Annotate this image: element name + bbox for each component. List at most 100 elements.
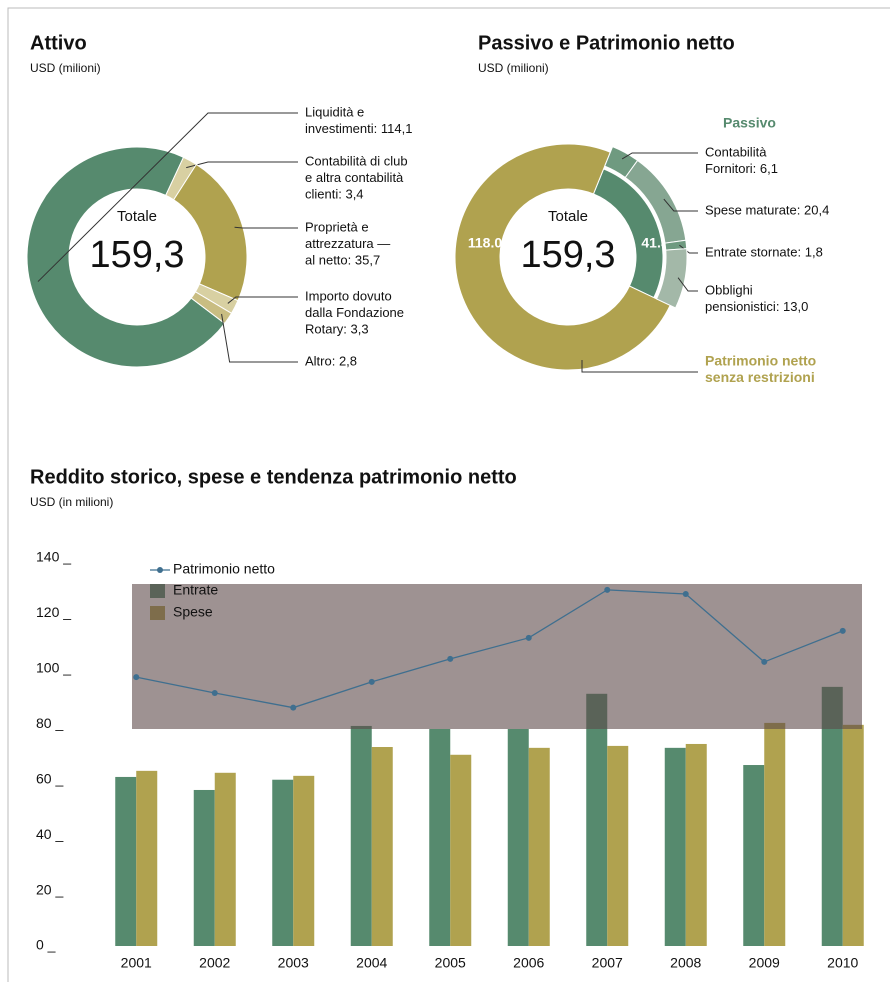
chart-title: Passivo e Patrimonio netto	[478, 32, 735, 54]
label-line: dalla Fondazione	[305, 305, 404, 320]
legend-label: Patrimonio netto	[173, 561, 275, 577]
label-line: Contabilità di club	[305, 153, 408, 168]
value-label: 118.0	[468, 235, 502, 251]
y-tick-label: 80 _	[36, 715, 63, 731]
bar	[821, 686, 843, 946]
label-line: Importo dovuto	[305, 288, 392, 303]
detail-segment	[655, 248, 688, 309]
chart-title: Attivo	[30, 32, 87, 54]
label-line: investimenti: 114,1	[305, 121, 412, 136]
label-line: Spese maturate: 20,4	[705, 202, 829, 217]
bar	[743, 765, 765, 946]
line-point	[290, 704, 297, 711]
x-tick-label: 2009	[749, 955, 780, 971]
leader-line	[234, 226, 298, 229]
legend-point	[157, 567, 163, 573]
center-label: Totale	[117, 208, 157, 225]
bar	[764, 722, 786, 946]
line-point	[761, 658, 768, 665]
y-tick-label: 60 _	[36, 770, 63, 786]
chart-title: Reddito storico, spese e tendenza patrim…	[30, 466, 517, 488]
bar	[842, 724, 864, 946]
value-label: 41.3	[641, 235, 668, 251]
bar	[350, 725, 372, 946]
label-line: Altro: 2,8	[305, 353, 357, 368]
bar	[607, 745, 629, 946]
line-point	[368, 678, 375, 685]
leader-line	[663, 198, 698, 212]
frame	[7, 7, 890, 982]
y-tick-label: 140 _	[36, 549, 71, 565]
bar	[586, 693, 608, 946]
label-line: Liquidità e	[305, 104, 364, 119]
bar	[507, 728, 529, 946]
label-line: Passivo	[723, 115, 776, 131]
label-line: Patrimonio netto	[705, 353, 816, 369]
x-tick-label: 2002	[199, 955, 230, 971]
label-line: pensionistici: 13,0	[705, 299, 808, 314]
bar	[272, 779, 294, 946]
donut-segment	[26, 146, 226, 368]
bar	[685, 743, 707, 946]
x-tick-label: 2004	[356, 955, 387, 971]
donut-segment	[454, 143, 671, 371]
y-tick-label: 100 _	[36, 660, 71, 676]
label-line: senza restrizioni	[705, 369, 815, 385]
label-line: Entrate stornate: 1,8	[705, 244, 823, 259]
legend-label: Spese	[173, 604, 213, 620]
label-line: Fornitori: 6,1	[705, 161, 778, 176]
chart-subtitle: USD (in milioni)	[30, 495, 113, 509]
legend-label: Entrate	[173, 582, 218, 598]
bar	[115, 776, 137, 946]
bar	[371, 747, 393, 946]
x-tick-label: 2006	[513, 955, 544, 971]
chart-subtitle: USD (milioni)	[478, 61, 549, 75]
line-point	[447, 655, 454, 662]
label-line: Rotary: 3,3	[305, 321, 369, 336]
leader-line	[37, 112, 298, 282]
x-tick-label: 2010	[827, 955, 858, 971]
line	[136, 589, 843, 709]
label-line: al netto: 35,7	[305, 252, 380, 267]
y-tick-label: 20 _	[36, 881, 63, 897]
bar	[193, 789, 215, 946]
label-line: e altra contabilità	[305, 170, 404, 185]
leader-line	[186, 161, 298, 169]
bar	[214, 772, 236, 946]
label-line: Obblighi	[705, 282, 753, 297]
chart-subtitle: USD (milioni)	[30, 61, 101, 75]
line-point	[525, 634, 532, 641]
bar	[429, 728, 451, 946]
center-label: Totale	[548, 208, 588, 225]
y-tick-label: 40 _	[36, 826, 63, 842]
total-label: 159,3	[520, 234, 615, 276]
leader-line	[621, 152, 698, 160]
leader-line	[679, 244, 698, 254]
leader-line	[227, 296, 298, 304]
bar	[528, 747, 550, 946]
line-point	[839, 627, 846, 634]
bar	[136, 770, 158, 946]
legend-panel	[132, 584, 862, 729]
leader-line	[677, 277, 698, 292]
leader-line	[581, 360, 698, 373]
label-line: Proprietà e	[305, 219, 369, 234]
y-tick-label: 120 _	[36, 604, 71, 620]
x-tick-label: 2007	[592, 955, 623, 971]
line-point	[604, 586, 611, 593]
bar	[293, 775, 315, 946]
donut-segment	[173, 163, 248, 302]
x-tick-label: 2008	[670, 955, 701, 971]
label-line: Contabilità	[705, 144, 767, 159]
x-tick-label: 2003	[278, 955, 309, 971]
total-label: 159,3	[89, 234, 184, 276]
y-tick-label: 0 _	[36, 937, 56, 953]
bar	[450, 754, 472, 946]
x-tick-label: 2005	[435, 955, 466, 971]
line-point	[682, 591, 689, 598]
bar	[664, 747, 686, 946]
label-line: attrezzatura —	[305, 236, 390, 251]
label-line: clienti: 3,4	[305, 186, 364, 201]
leader-line	[221, 313, 298, 363]
